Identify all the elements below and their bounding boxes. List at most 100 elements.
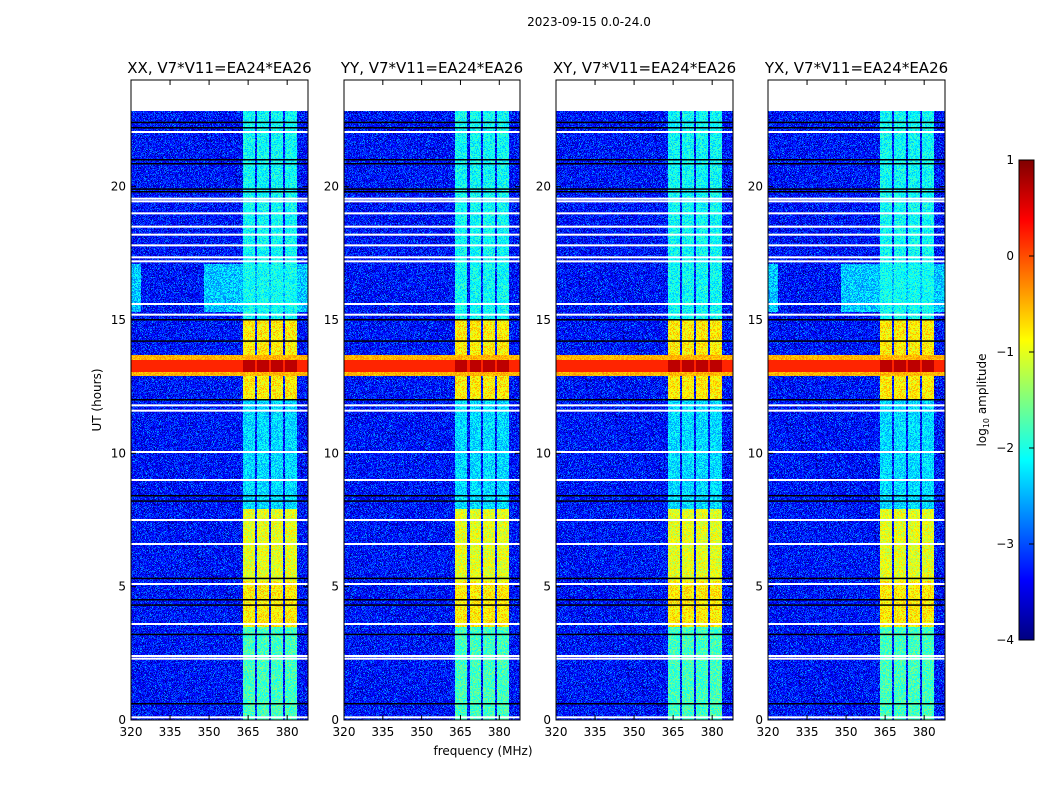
flagged-row-black <box>556 340 733 342</box>
flagged-row-black <box>556 127 733 129</box>
flagged-row-black <box>768 163 945 165</box>
flagged-row-white <box>344 256 520 259</box>
y-tick-label: 20 <box>111 180 126 194</box>
x-tick-label: 320 <box>757 725 780 739</box>
flagged-row-black <box>556 500 733 502</box>
flagged-row-white <box>768 197 945 200</box>
flagged-row-white <box>768 244 945 247</box>
flagged-row-black <box>344 703 520 705</box>
flagged-row-white <box>131 131 308 133</box>
x-axis-label: frequency (MHz) <box>433 744 532 758</box>
flagged-row-white <box>131 233 308 236</box>
y-tick-label: 10 <box>111 446 126 460</box>
flagged-row-white <box>556 404 733 407</box>
axes-frame <box>343 79 521 721</box>
flagged-row-white <box>768 313 945 316</box>
y-tick-label: 20 <box>748 180 763 194</box>
suptitle: 2023-09-15 0.0-24.0 <box>527 15 651 29</box>
flagged-row-white <box>344 409 520 412</box>
y-tick-label: 0 <box>755 713 763 727</box>
flagged-row-white <box>344 233 520 236</box>
flagged-row-black <box>344 500 520 502</box>
flagged-row-white <box>556 519 733 521</box>
flagged-row-white <box>131 225 308 228</box>
colorbar-tick-label: −1 <box>996 345 1014 359</box>
flagged-row-white <box>131 404 308 407</box>
flagged-row-white <box>131 212 308 215</box>
flagged-row-white <box>768 200 945 203</box>
flagged-row-white <box>344 519 520 521</box>
flagged-row-white <box>556 623 733 625</box>
flagged-row-black <box>768 319 945 321</box>
flagged-row-white <box>344 313 520 316</box>
flagged-row-white <box>131 716 308 719</box>
flagged-row-white <box>556 233 733 236</box>
flagged-row-white <box>768 716 945 719</box>
x-tick-label: 380 <box>276 725 299 739</box>
flagged-row-white <box>131 197 308 200</box>
flagged-row-white <box>344 225 520 228</box>
flagged-row-black <box>344 604 520 606</box>
y-tick-label: 0 <box>543 713 551 727</box>
y-tick-label: 20 <box>536 180 551 194</box>
panel-title: XX, V7*V11=EA24*EA26 <box>127 59 311 77</box>
flagged-row-white <box>131 313 308 316</box>
flagged-row-white <box>768 479 945 481</box>
flagged-row-black <box>131 340 308 342</box>
flagged-row-black <box>131 163 308 165</box>
y-tick-label: 15 <box>324 313 339 327</box>
flagged-row-black <box>131 191 308 193</box>
flagged-row-black <box>768 188 945 190</box>
flagged-row-black <box>344 633 520 636</box>
flagged-row-black <box>344 159 520 161</box>
flagged-row-black <box>768 703 945 705</box>
flagged-row-black <box>344 121 520 124</box>
x-tick-label: 365 <box>662 725 685 739</box>
flagged-row-black <box>768 500 945 502</box>
y-tick-label: 15 <box>111 313 126 327</box>
flagged-row-white <box>344 716 520 719</box>
flagged-row-black <box>556 495 733 497</box>
y-tick-label: 10 <box>536 446 551 460</box>
x-tick-label: 335 <box>584 725 607 739</box>
flagged-row-white <box>344 197 520 200</box>
flagged-row-black <box>131 500 308 502</box>
flagged-row-black <box>556 163 733 165</box>
y-tick-label: 15 <box>536 313 551 327</box>
y-tick-label: 20 <box>324 180 339 194</box>
flagged-row-white <box>556 256 733 259</box>
x-tick-label: 365 <box>874 725 897 739</box>
flagged-row-black <box>131 703 308 705</box>
flagged-row-white <box>768 212 945 215</box>
flagged-row-white <box>768 303 945 305</box>
flagged-row-white <box>131 256 308 259</box>
flagged-row-white <box>131 657 308 660</box>
flagged-row-white <box>344 623 520 625</box>
flagged-row-black <box>556 599 733 601</box>
flagged-row-black <box>344 127 520 129</box>
flagged-row-black <box>131 633 308 636</box>
flagged-row-white <box>556 583 733 585</box>
y-tick-label: 15 <box>748 313 763 327</box>
flagged-row-black <box>344 191 520 193</box>
flagged-row-white <box>768 583 945 585</box>
flagged-row-black <box>344 399 520 401</box>
colorbar-label: log10 amplitude <box>975 354 991 447</box>
flagged-row-white <box>344 451 520 453</box>
x-tick-label: 365 <box>237 725 260 739</box>
flagged-row-white <box>768 623 945 625</box>
flagged-row-black <box>768 127 945 129</box>
flagged-row-black <box>768 121 945 124</box>
flagged-row-white <box>131 200 308 203</box>
flagged-row-white <box>131 519 308 521</box>
colorbar-gradient <box>1019 160 1034 640</box>
flagged-row-black <box>556 633 733 636</box>
flagged-row-black <box>131 399 308 401</box>
x-tick-label: 335 <box>159 725 182 739</box>
flagged-row-white <box>131 451 308 453</box>
flagged-row-black <box>344 599 520 601</box>
flagged-row-black <box>768 399 945 401</box>
y-tick-label: 0 <box>331 713 339 727</box>
flagged-row-black <box>768 340 945 342</box>
